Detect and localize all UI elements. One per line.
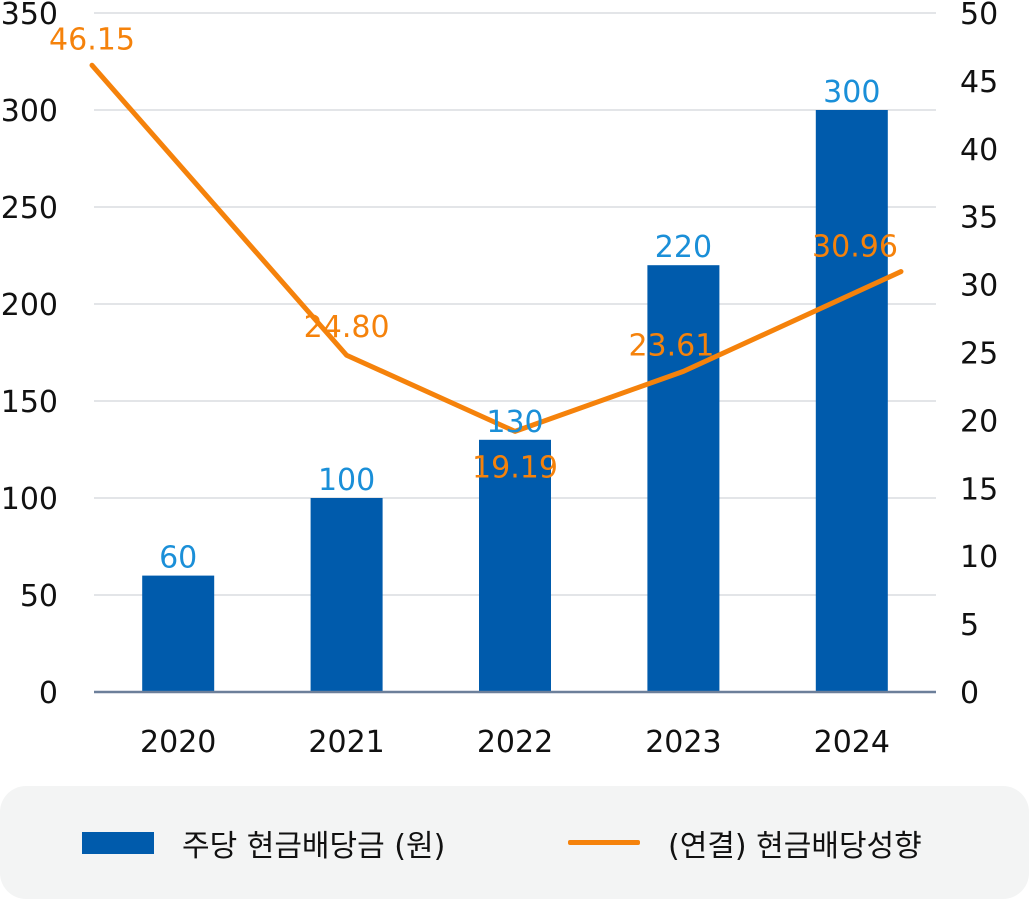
grid-lines xyxy=(94,12,936,596)
left-axis-tick-label: 0 xyxy=(39,676,58,711)
line-value-label: 30.96 xyxy=(812,230,898,265)
x-axis-tick-label: 2022 xyxy=(477,725,553,760)
x-axis-tick-label: 2023 xyxy=(645,725,721,760)
left-axis-tick-label: 50 xyxy=(20,579,58,614)
bar-value-label: 300 xyxy=(823,75,880,110)
left-axis-tick-label: 250 xyxy=(1,191,58,226)
bar-series xyxy=(142,110,888,692)
bar xyxy=(647,265,720,692)
left-axis-tick-label: 200 xyxy=(1,288,58,323)
right-axis-tick-label: 15 xyxy=(960,472,998,507)
right-axis-tick-label: 50 xyxy=(960,0,998,32)
right-axis-tick-label: 40 xyxy=(960,133,998,168)
x-axis-tick-label: 2020 xyxy=(140,725,216,760)
legend-swatch-bar xyxy=(82,831,154,854)
tick-labels: 0 50 100 150 200 250 300 350 0 5 10 15 20 25 30 35 40 45 5… xyxy=(1,0,998,760)
right-axis-tick-label: 5 xyxy=(960,608,979,643)
right-axis-tick-label: 10 xyxy=(960,540,998,575)
bar-value-label: 220 xyxy=(655,230,712,265)
bar-value-label: 60 xyxy=(159,541,197,576)
line-path xyxy=(89,62,904,434)
line-value-label: 24.80 xyxy=(304,310,390,345)
legend-item-line: (연결) 현금배당성향 xyxy=(568,786,922,899)
left-axis-tick-label: 300 xyxy=(1,94,58,129)
line-series xyxy=(89,62,904,434)
bar-value-label: 100 xyxy=(318,463,375,498)
bar xyxy=(142,575,215,692)
right-axis-tick-label: 0 xyxy=(960,676,979,711)
right-axis-tick-label: 20 xyxy=(960,404,998,439)
right-axis-tick-label: 45 xyxy=(960,65,998,100)
bar xyxy=(815,110,888,692)
line-value-label: 23.61 xyxy=(628,328,714,363)
line-value-label: 46.15 xyxy=(49,22,135,57)
legend-label-line: (연결) 현금배당성향 xyxy=(668,828,922,864)
data-labels: 60 100 130 220 300 46.15 24.80 19.19 23.61 30.96 xyxy=(49,22,898,575)
left-axis-tick-label: 350 xyxy=(1,0,58,32)
right-axis-tick-label: 35 xyxy=(960,201,998,236)
chart: 6010013022030046.1524.8019.1923.6130.96 … xyxy=(1,0,998,760)
bar xyxy=(310,498,383,692)
left-axis-tick-label: 150 xyxy=(1,385,58,420)
x-axis-tick-label: 2021 xyxy=(308,725,384,760)
legend-swatch-line xyxy=(568,840,640,845)
bar xyxy=(479,439,551,692)
line-value-label: 19.19 xyxy=(472,450,558,485)
legend: 주당 현금배당금 (원) (연결) 현금배당성향 xyxy=(0,786,1029,899)
legend-item-bar: 주당 현금배당금 (원) xyxy=(82,786,445,899)
right-axis-tick-label: 25 xyxy=(960,337,998,372)
left-axis-tick-label: 100 xyxy=(1,482,58,517)
right-axis-tick-label: 30 xyxy=(960,269,998,304)
legend-label-bar: 주당 현금배당금 (원) xyxy=(182,828,446,864)
bar-value-label: 130 xyxy=(486,405,543,440)
x-axis-tick-label: 2024 xyxy=(814,725,890,760)
